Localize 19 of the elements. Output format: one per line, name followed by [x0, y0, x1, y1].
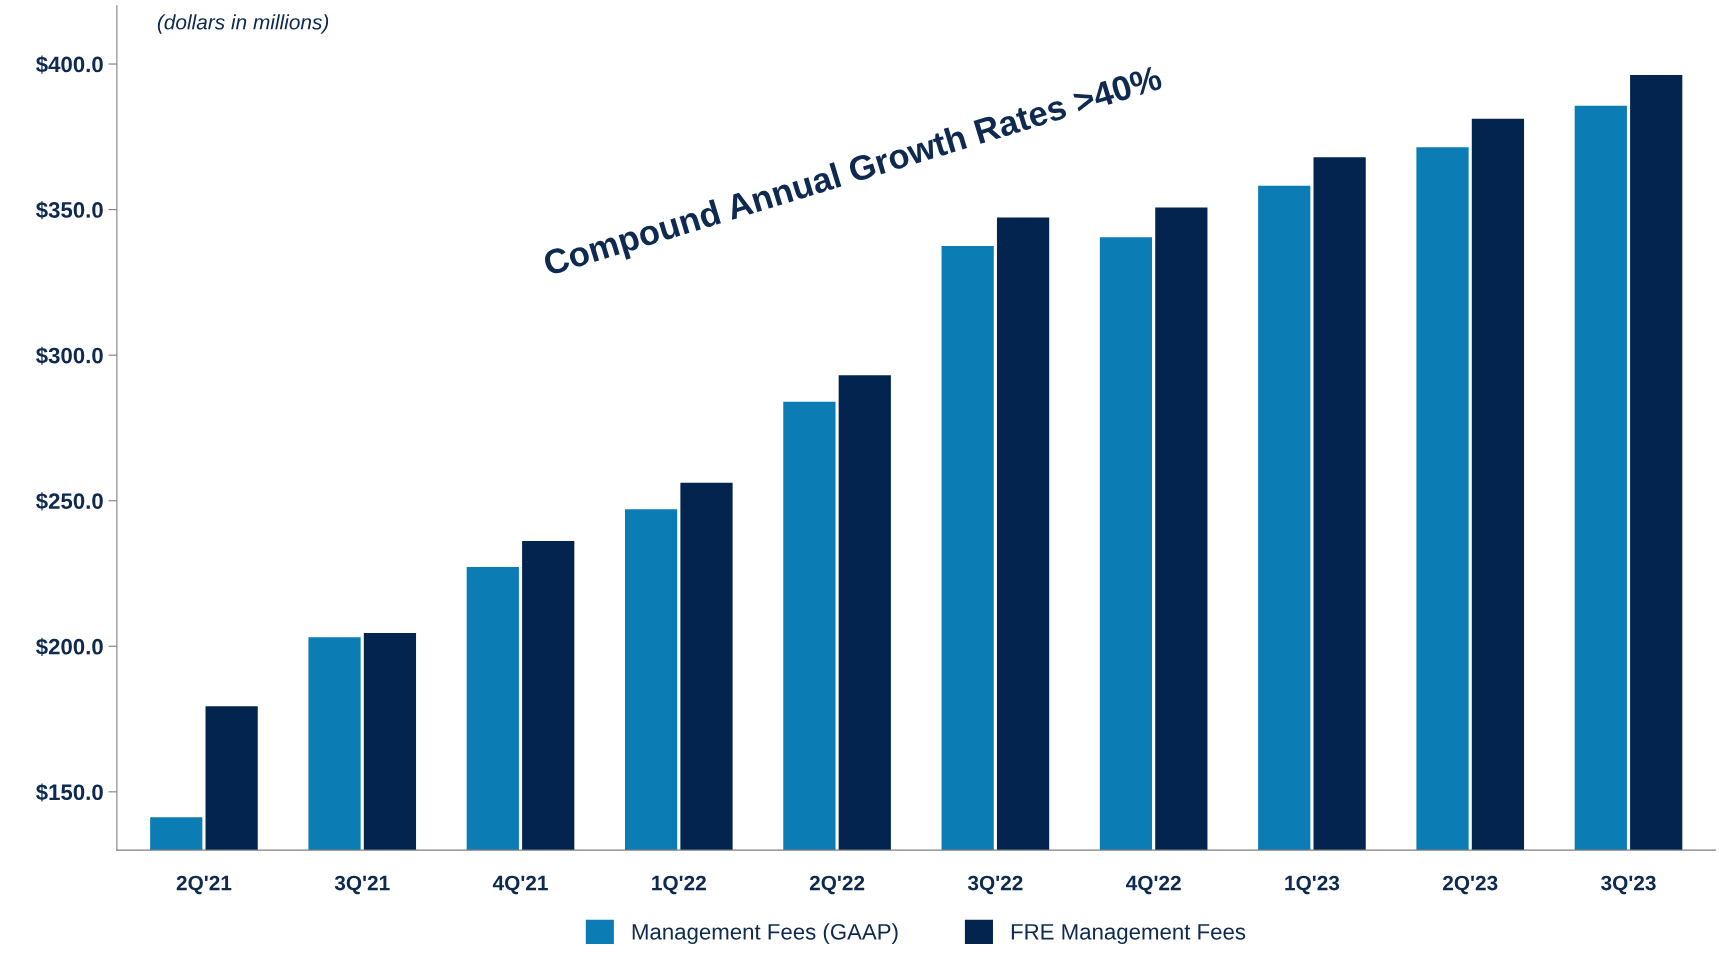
x-tick-label: 4Q'21: [492, 875, 548, 895]
y-tick-label: $350.0: [36, 201, 103, 220]
x-tick-label: 2Q'21: [176, 875, 232, 895]
x-tick-label: 2Q'23: [1442, 875, 1498, 895]
y-tick-label: $400.0: [36, 55, 103, 74]
x-tick-label: 2Q'22: [809, 875, 865, 895]
x-tick-label: 3Q'21: [334, 875, 390, 895]
legend-label: Management Fees (GAAP): [632, 923, 898, 945]
x-tick-label: 1Q'22: [652, 875, 706, 895]
y-tick-label: $300.0: [36, 346, 103, 365]
y-tick-label: $200.0: [36, 637, 103, 656]
y-tick-label: $250.0: [36, 492, 103, 511]
annotation: (dollars in millions): [157, 14, 329, 34]
x-tick-label: 1Q'23: [1285, 875, 1340, 895]
x-tick-label: 3Q'22: [967, 875, 1023, 895]
x-tick-label: 4Q'22: [1126, 875, 1181, 895]
y-tick-label: $150.0: [36, 783, 103, 802]
x-tick-label: 3Q'23: [1601, 875, 1656, 895]
legend-label: FRE Management Fees: [1011, 924, 1246, 945]
